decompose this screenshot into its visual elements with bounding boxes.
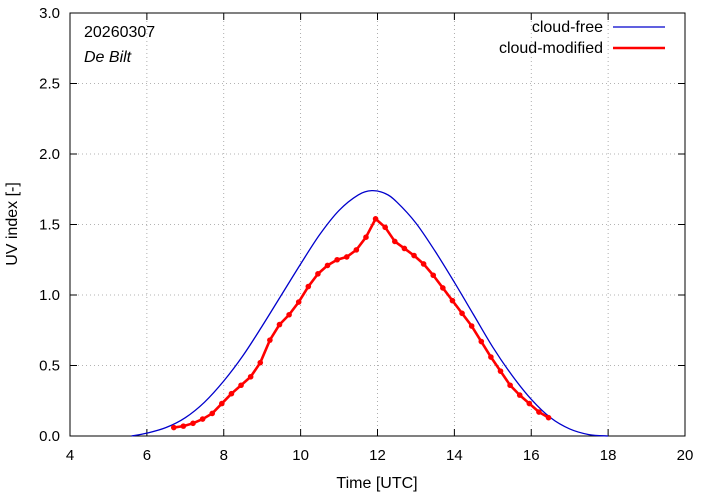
data-point-cloud-modified bbox=[507, 382, 513, 389]
y-tick-label: 2.0 bbox=[39, 146, 60, 163]
data-point-cloud-modified bbox=[190, 420, 196, 427]
data-point-cloud-modified bbox=[170, 424, 177, 431]
data-point-cloud-modified bbox=[516, 392, 523, 398]
x-tick-label: 4 bbox=[66, 447, 74, 464]
data-point-cloud-modified bbox=[257, 359, 264, 366]
data-point-cloud-modified bbox=[219, 400, 225, 407]
data-point-cloud-modified bbox=[411, 252, 417, 259]
legend-label-cloud-free: cloud-free bbox=[532, 19, 603, 36]
series-line-cloud-free bbox=[131, 189, 609, 437]
x-tick-label: 6 bbox=[143, 447, 151, 464]
legend: cloud-free cloud-modified bbox=[499, 19, 665, 57]
x-tick-label: 20 bbox=[677, 447, 694, 464]
data-point-cloud-modified bbox=[497, 368, 504, 374]
data-point-cloud-modified bbox=[295, 299, 302, 305]
data-point-cloud-modified bbox=[238, 382, 244, 389]
data-point-cloud-modified bbox=[276, 321, 283, 328]
y-tick-label: 2.5 bbox=[39, 76, 60, 93]
data-point-cloud-modified bbox=[209, 410, 216, 417]
data-point-cloud-modified bbox=[372, 216, 379, 222]
data-point-cloud-modified bbox=[391, 238, 398, 245]
y-axis-title: UV index [-] bbox=[4, 182, 21, 266]
data-point-cloud-modified bbox=[440, 285, 446, 291]
data-point-cloud-modified bbox=[315, 271, 321, 277]
data-point-cloud-modified bbox=[199, 416, 206, 422]
data-point-cloud-modified bbox=[247, 373, 254, 380]
y-tick-label: 1.0 bbox=[39, 287, 60, 304]
station-annotation: De Bilt bbox=[84, 49, 132, 66]
y-tick-label: 0.0 bbox=[39, 428, 60, 445]
x-tick-label: 12 bbox=[369, 447, 386, 464]
data-point-cloud-modified bbox=[353, 247, 360, 253]
x-axis-title: Time [UTC] bbox=[336, 475, 417, 492]
data-point-cloud-modified bbox=[545, 414, 552, 421]
marker-layer bbox=[170, 216, 552, 431]
data-point-cloud-modified bbox=[459, 310, 465, 317]
data-point-cloud-modified bbox=[536, 409, 542, 415]
grid-layer bbox=[70, 13, 685, 436]
data-point-cloud-modified bbox=[343, 254, 350, 260]
data-point-cloud-modified bbox=[363, 234, 369, 240]
data-point-cloud-modified bbox=[430, 272, 437, 279]
y-tick-label: 3.0 bbox=[39, 5, 60, 22]
x-tick-label: 10 bbox=[292, 447, 309, 464]
data-point-cloud-modified bbox=[382, 224, 388, 231]
x-tick-label: 16 bbox=[523, 447, 540, 464]
data-point-cloud-modified bbox=[267, 337, 273, 343]
data-point-cloud-modified bbox=[468, 323, 475, 329]
date-annotation: 20260307 bbox=[84, 24, 155, 41]
data-point-cloud-modified bbox=[228, 390, 235, 397]
y-tick-label: 0.5 bbox=[39, 358, 60, 375]
data-point-cloud-modified bbox=[180, 423, 187, 429]
data-point-cloud-modified bbox=[488, 354, 494, 360]
x-tick-label: 14 bbox=[446, 447, 463, 464]
data-point-cloud-modified bbox=[420, 261, 427, 267]
data-point-cloud-modified bbox=[478, 338, 485, 345]
series-layer bbox=[131, 189, 609, 437]
x-tick-label: 8 bbox=[220, 447, 228, 464]
series-line-cloud-modified bbox=[173, 217, 550, 429]
data-point-cloud-modified bbox=[526, 400, 533, 407]
data-point-cloud-modified bbox=[324, 262, 331, 269]
data-point-cloud-modified bbox=[401, 245, 408, 252]
x-tick-label: 18 bbox=[600, 447, 617, 464]
y-tick-label: 1.5 bbox=[39, 217, 60, 234]
data-point-cloud-modified bbox=[449, 297, 456, 304]
data-point-cloud-modified bbox=[334, 256, 340, 263]
data-point-cloud-modified bbox=[286, 311, 292, 318]
legend-label-cloud-modified: cloud-modified bbox=[499, 40, 603, 57]
data-point-cloud-modified bbox=[305, 283, 312, 290]
tick-layer: 4 6 8 10 12 14 16 18 20 0.0 0.5 1.0 1.5 2.0 2.5 3.0 bbox=[39, 5, 693, 464]
